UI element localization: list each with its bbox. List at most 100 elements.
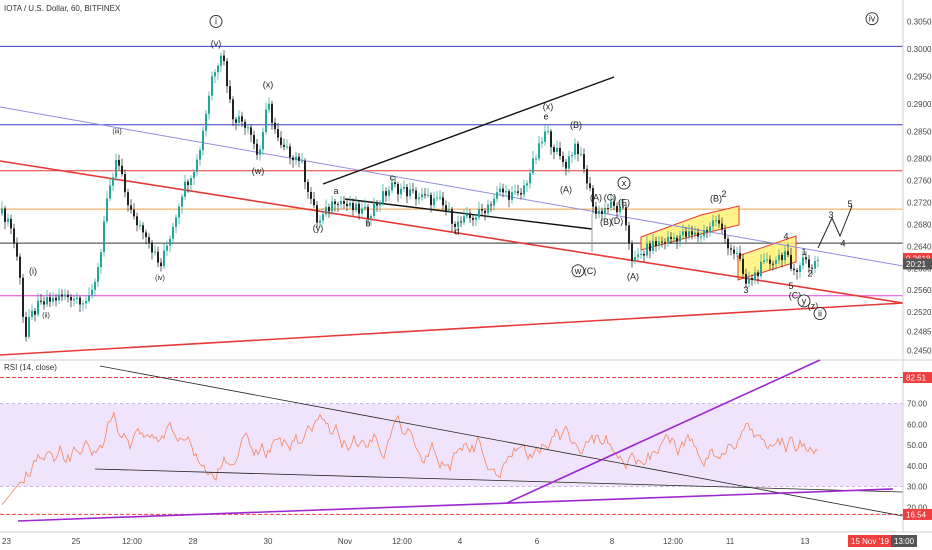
candle-body xyxy=(58,294,60,301)
candle-body xyxy=(463,216,465,223)
candle-body xyxy=(319,220,321,223)
candle-body xyxy=(358,203,360,214)
candle-body xyxy=(7,218,9,222)
time-tick-label: 4 xyxy=(458,537,463,546)
wave-label: 3 xyxy=(743,285,748,295)
candle-body xyxy=(616,205,618,213)
wave-label: (iv) xyxy=(155,275,165,282)
candle-body xyxy=(793,268,795,271)
candle-body xyxy=(505,191,507,193)
candle-body xyxy=(490,204,492,206)
wave-label: (ii) xyxy=(42,313,50,320)
candle-body xyxy=(85,301,87,304)
candle-body xyxy=(334,201,336,205)
wave-label: (E) xyxy=(618,197,630,207)
candle-body xyxy=(514,191,516,193)
time-tick-label: 25 xyxy=(72,537,81,546)
candle-body xyxy=(520,192,522,195)
candle-body xyxy=(259,149,261,155)
candle-body xyxy=(217,65,219,73)
candle-body xyxy=(91,289,93,296)
candle-body xyxy=(16,243,18,257)
candle-body xyxy=(442,197,444,206)
candle-body xyxy=(310,191,312,199)
candle-body xyxy=(667,236,669,244)
rsi-badge-label: 16.54 xyxy=(906,510,927,519)
wave-label: (C) xyxy=(789,290,802,300)
candle-body xyxy=(487,204,489,214)
candle-body xyxy=(157,251,159,263)
candle-body xyxy=(427,194,429,196)
candle-body xyxy=(646,243,648,256)
candle-body xyxy=(544,131,546,142)
candle-body xyxy=(493,198,495,206)
candle-body xyxy=(109,185,111,199)
candle-body xyxy=(664,242,666,244)
candle-body xyxy=(700,236,702,238)
time-tick-label: 13 xyxy=(801,537,810,546)
candle-body xyxy=(556,147,558,153)
candle-body xyxy=(211,76,213,96)
candle-body xyxy=(457,221,459,227)
candle-body xyxy=(709,226,711,232)
candle-body xyxy=(706,230,708,232)
candle-body xyxy=(568,156,570,169)
wave-label: b xyxy=(365,219,370,229)
candle-body xyxy=(715,220,717,222)
candle-body xyxy=(601,210,603,214)
candle-body xyxy=(172,226,174,239)
candle-body xyxy=(226,61,228,87)
wave-label: (iii) xyxy=(112,128,121,135)
wave-label: a xyxy=(333,186,338,196)
candle-body xyxy=(187,181,189,186)
rsi-band xyxy=(0,403,903,487)
candle-body xyxy=(169,238,171,246)
wave-label: (A) xyxy=(590,192,602,202)
candle-body xyxy=(13,228,15,244)
wave-label: (A) xyxy=(560,185,572,195)
time-tick-label: 12:00 xyxy=(663,537,684,546)
price-tick-label: 0.2900 xyxy=(907,100,932,109)
candle-body xyxy=(340,200,342,205)
price-tick-label: 0.2485 xyxy=(907,327,932,336)
price-tick-label: 0.3000 xyxy=(907,45,932,54)
candle-body xyxy=(424,194,426,196)
candle-body xyxy=(337,204,339,206)
candle-body xyxy=(613,201,615,206)
wave-label: (D) xyxy=(611,216,624,226)
candle-body xyxy=(466,214,468,217)
chart-title: IOTA / U.S. Dollar, 60, BITFINEX xyxy=(4,4,121,13)
candle-body xyxy=(112,177,114,186)
price-tick-label: 0.2760 xyxy=(907,177,932,186)
candle-body xyxy=(517,191,519,193)
candle-body xyxy=(610,201,612,209)
candle-body xyxy=(658,241,660,246)
candle-body xyxy=(448,209,450,211)
rsi-trend-purple-up xyxy=(506,359,821,504)
wave-label: (C) xyxy=(604,192,617,202)
candle-body xyxy=(502,188,504,193)
candle-body xyxy=(409,189,411,197)
candle-body xyxy=(736,253,738,255)
rsi-badge xyxy=(903,372,932,384)
price-tick-label: 0.2850 xyxy=(907,127,932,136)
candle-body xyxy=(52,297,54,302)
wave-label: e xyxy=(543,111,548,121)
time-tick-label: 12:00 xyxy=(122,537,143,546)
candle-body xyxy=(268,103,270,110)
candle-body xyxy=(580,154,582,156)
candle-body xyxy=(682,231,684,236)
candle-body xyxy=(649,243,651,252)
candle-body xyxy=(271,103,273,123)
candle-body xyxy=(454,223,456,227)
candle-body xyxy=(346,203,348,207)
candle-body xyxy=(223,55,225,62)
candle-body xyxy=(391,182,393,191)
candle-body xyxy=(415,190,417,200)
wave-label: d xyxy=(454,226,459,236)
price-tick-label: 0.3050 xyxy=(907,18,932,27)
candle-body xyxy=(97,267,99,282)
candle-body xyxy=(532,158,534,174)
candle-body xyxy=(46,297,48,305)
